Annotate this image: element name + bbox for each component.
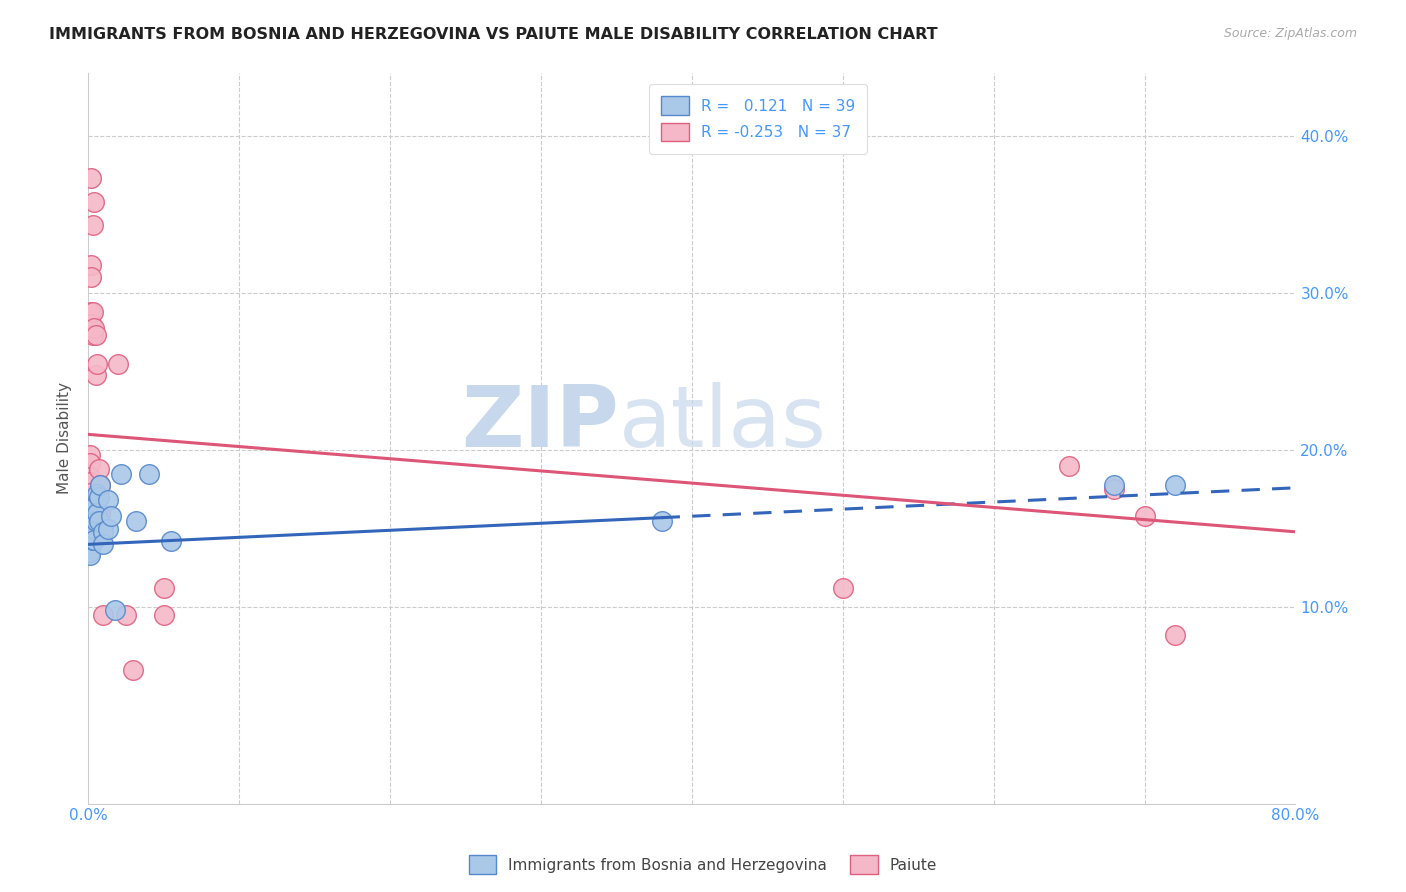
Point [91,522,114,536]
Point [160,534,183,549]
Point [79,475,101,489]
Point [97,493,120,508]
Point [84,514,107,528]
Text: IMMIGRANTS FROM BOSNIA AND HERZEGOVINA VS PAIUTE MALE DISABILITY CORRELATION CHA: IMMIGRANTS FROM BOSNIA AND HERZEGOVINA V… [49,27,938,42]
Point [1133,509,1156,524]
Point [79,493,101,508]
Point [79,524,101,539]
Point [83,194,105,209]
Point [83,514,105,528]
Point [82,328,104,343]
Point [91,537,114,551]
Point [86,487,108,501]
Point [79,514,101,528]
Point [83,533,105,547]
Point [152,608,174,623]
Point [89,477,111,491]
Point [82,533,104,547]
Point [80,270,103,285]
Point [86,506,108,520]
Point [651,514,673,528]
Y-axis label: Male Disability: Male Disability [58,383,72,494]
Legend: R =   0.121   N = 39, R = -0.253   N = 37: R = 0.121 N = 39, R = -0.253 N = 37 [650,84,868,153]
Point [79,448,101,462]
Point [1104,477,1126,491]
Point [82,524,104,539]
Point [97,522,120,536]
Point [79,456,101,470]
Point [152,582,174,596]
Point [100,509,122,524]
Point [79,541,101,555]
Point [80,318,103,332]
Text: ZIP: ZIP [461,382,620,466]
Point [79,470,101,484]
Point [80,305,103,319]
Point [125,514,148,528]
Point [84,498,107,512]
Point [1164,628,1187,642]
Point [1104,483,1126,497]
Point [122,663,145,677]
Point [79,485,101,500]
Point [79,533,101,547]
Point [1164,477,1187,491]
Point [1057,458,1080,473]
Point [110,467,132,481]
Point [84,328,107,343]
Point [80,506,103,520]
Point [91,608,114,623]
Point [89,506,111,520]
Point [79,522,101,536]
Point [79,549,101,563]
Text: Source: ZipAtlas.com: Source: ZipAtlas.com [1223,27,1357,40]
Point [91,524,114,539]
Point [84,368,107,382]
Point [79,537,101,551]
Point [86,357,108,371]
Point [80,258,103,272]
Point [79,518,101,533]
Point [80,529,103,543]
Point [104,603,127,617]
Point [115,608,138,623]
Point [89,477,111,491]
Point [87,490,110,504]
Point [79,524,101,539]
Point [107,357,129,371]
Point [83,320,105,334]
Point [138,467,160,481]
Point [79,498,101,512]
Point [82,219,104,233]
Point [79,534,101,549]
Point [87,514,110,528]
Point [80,171,103,186]
Point [80,522,103,536]
Text: atlas: atlas [620,382,827,466]
Point [82,305,104,319]
Point [87,462,110,476]
Point [82,514,104,528]
Point [83,522,105,536]
Point [831,582,853,596]
Legend: Immigrants from Bosnia and Herzegovina, Paiute: Immigrants from Bosnia and Herzegovina, … [463,849,943,880]
Point [79,545,101,559]
Point [79,529,101,543]
